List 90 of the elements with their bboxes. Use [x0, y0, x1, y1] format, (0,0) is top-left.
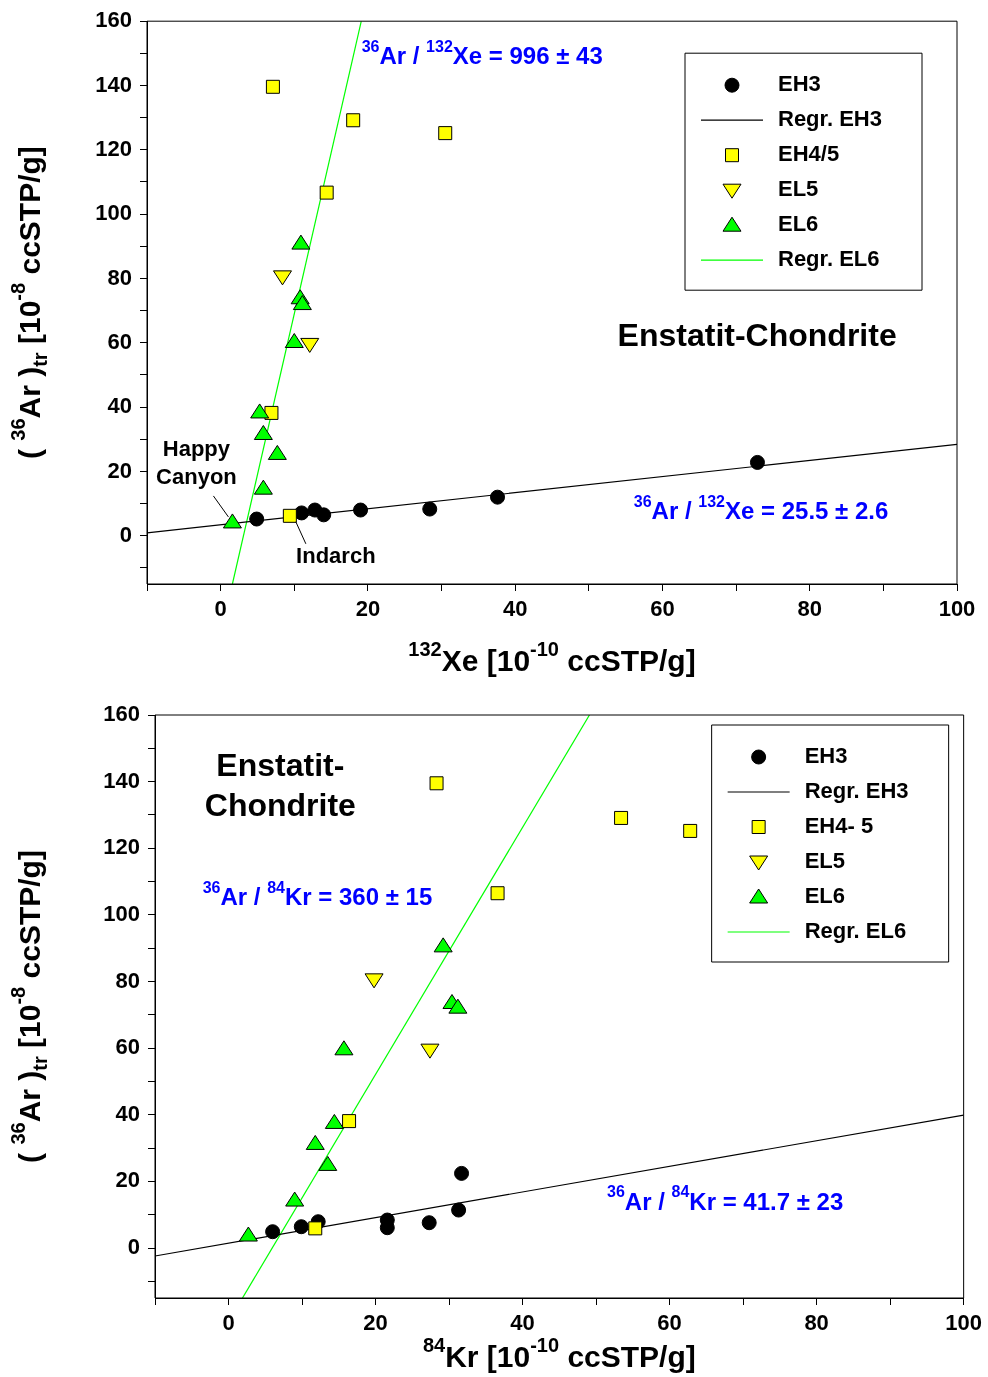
point — [346, 113, 361, 128]
y-tick-label: 120 — [95, 135, 132, 161]
y-axis-title: ( 36Ar )tr [10-8 ccSTP/g] — [6, 146, 51, 460]
x-tick-label: 20 — [355, 596, 381, 622]
y-tick-label: 40 — [115, 1100, 140, 1126]
point — [300, 337, 320, 353]
point — [250, 403, 270, 419]
annotation: Enstatit-Chondrite — [617, 317, 897, 354]
point — [222, 513, 242, 529]
x-tick-label: 0 — [222, 1310, 235, 1336]
x-tick-label: 60 — [650, 596, 675, 622]
y-tick-label: 140 — [95, 71, 132, 97]
x-tick-label: 40 — [510, 1310, 535, 1336]
point — [318, 1155, 338, 1171]
point — [490, 489, 506, 505]
x-tick-label: 20 — [363, 1310, 388, 1336]
legend-label: Regr. EH3 — [804, 778, 909, 804]
legend-label: EL6 — [778, 211, 819, 237]
y-axis-title: ( 36Ar )tr [10-8 ccSTP/g] — [6, 850, 51, 1163]
legend-label: EL5 — [778, 176, 819, 202]
legend-label: EH4/5 — [778, 141, 840, 167]
annotation: Enstatit-Chondrite — [204, 747, 356, 824]
point — [454, 1165, 470, 1181]
point — [253, 479, 273, 495]
point — [422, 501, 438, 517]
point — [451, 1202, 467, 1218]
y-tick-label: 80 — [115, 967, 140, 993]
point — [438, 126, 453, 141]
y-tick-label: 60 — [115, 1034, 140, 1060]
point — [267, 444, 287, 460]
legend-label: Regr. EL6 — [778, 246, 880, 272]
y-tick-label: 20 — [107, 457, 132, 483]
point — [420, 1043, 440, 1059]
y-tick-label: 0 — [119, 521, 132, 547]
point — [308, 1221, 323, 1236]
y-tick-label: 160 — [103, 701, 140, 727]
point — [353, 502, 369, 518]
point — [284, 333, 304, 349]
annotation: Happy Canyon — [156, 436, 237, 489]
point — [319, 185, 334, 200]
legend-label: EH3 — [804, 743, 848, 769]
point — [293, 1219, 309, 1235]
point — [285, 1191, 305, 1207]
y-tick-label: 100 — [95, 200, 132, 226]
y-tick-label: 160 — [95, 7, 132, 33]
x-tick-label: 100 — [938, 596, 976, 622]
point — [683, 823, 698, 838]
annotation: Indarch — [296, 542, 376, 568]
point — [342, 1114, 357, 1129]
point — [291, 234, 311, 250]
legend-label: EL6 — [804, 883, 846, 909]
point — [433, 937, 453, 953]
point — [421, 1215, 437, 1231]
y-tick-label: 80 — [107, 264, 132, 290]
point — [282, 508, 297, 523]
point — [749, 454, 765, 470]
y-tick-label: 140 — [103, 767, 140, 793]
y-tick-label: 60 — [107, 328, 132, 354]
point — [614, 810, 629, 825]
point — [429, 776, 444, 791]
x-tick-label: 100 — [945, 1310, 983, 1336]
x-tick-label: 80 — [797, 596, 822, 622]
point — [253, 424, 273, 440]
point — [316, 507, 332, 523]
point — [265, 79, 280, 94]
y-tick-label: 120 — [103, 834, 140, 860]
point — [292, 295, 312, 311]
point — [238, 1226, 258, 1242]
legend-label: EH3 — [778, 71, 821, 97]
x-tick-label: 60 — [657, 1310, 682, 1336]
x-tick-label: 0 — [214, 596, 227, 622]
y-tick-label: 0 — [127, 1234, 140, 1260]
legend-label: Regr. EH3 — [778, 106, 882, 132]
y-tick-label: 100 — [103, 900, 140, 926]
legend-label: Regr. EL6 — [804, 918, 907, 944]
point — [490, 886, 505, 901]
x-tick-label: 80 — [804, 1310, 829, 1336]
y-tick-label: 20 — [115, 1167, 140, 1193]
point — [265, 1224, 281, 1240]
point — [448, 998, 468, 1014]
point — [324, 1113, 344, 1129]
legend-label: EH4- 5 — [804, 813, 874, 839]
point — [272, 270, 292, 286]
legend-label: EL5 — [804, 848, 846, 874]
y-tick-label: 40 — [107, 393, 132, 419]
point — [249, 511, 265, 527]
point — [364, 973, 384, 989]
point — [305, 1134, 325, 1150]
point — [334, 1040, 354, 1056]
x-tick-label: 40 — [502, 596, 528, 622]
